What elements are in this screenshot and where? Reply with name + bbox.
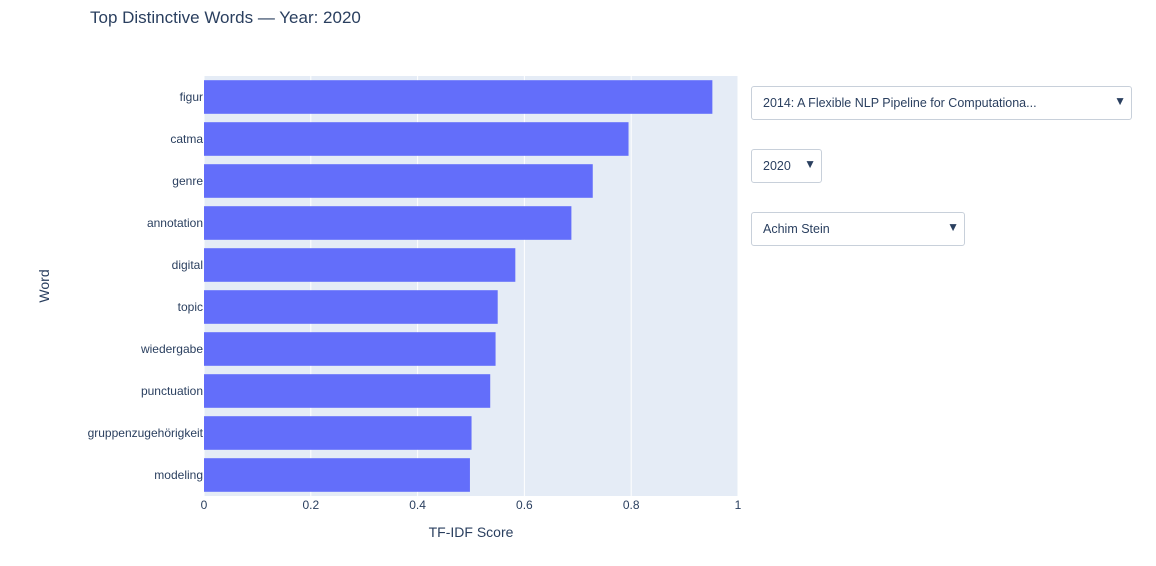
year-dropdown-value: 2020 bbox=[763, 159, 791, 173]
bar bbox=[204, 80, 713, 114]
bar bbox=[204, 290, 498, 324]
y-tick-label: digital bbox=[172, 258, 203, 272]
x-tick-label: 0 bbox=[201, 498, 208, 512]
x-tick-label: 0.8 bbox=[623, 498, 640, 512]
bar bbox=[204, 332, 496, 366]
bar bbox=[204, 374, 491, 408]
y-tick-label: gruppenzugehörigkeit bbox=[88, 426, 204, 440]
y-tick-label: catma bbox=[170, 132, 203, 146]
y-tick-label: figur bbox=[180, 90, 203, 104]
chart-title: Top Distinctive Words — Year: 2020 bbox=[90, 8, 361, 27]
y-tick-labels: figur catma genre annotation digital topic wie… bbox=[88, 90, 204, 482]
paper-dropdown[interactable]: 2014: A Flexible NLP Pipeline for Comput… bbox=[751, 86, 1132, 120]
x-tick-label: 0.6 bbox=[516, 498, 533, 512]
y-tick-label: wiedergabe bbox=[140, 342, 203, 356]
x-tick-label: 0.2 bbox=[302, 498, 319, 512]
bars bbox=[204, 80, 713, 492]
y-tick-label: genre bbox=[172, 174, 203, 188]
x-tick-label: 0.4 bbox=[409, 498, 426, 512]
author-dropdown-value: Achim Stein bbox=[763, 222, 830, 236]
bar bbox=[204, 248, 516, 282]
bar bbox=[204, 122, 629, 156]
bar bbox=[204, 458, 470, 492]
y-tick-label: topic bbox=[178, 300, 203, 314]
bar bbox=[204, 416, 472, 450]
bar bbox=[204, 206, 572, 240]
bar bbox=[204, 164, 593, 198]
y-tick-label: modeling bbox=[154, 468, 203, 482]
y-axis-title: Word bbox=[36, 269, 52, 302]
x-tick-labels: 0 0.2 0.4 0.6 0.8 1 bbox=[201, 498, 742, 512]
paper-dropdown-value: 2014: A Flexible NLP Pipeline for Comput… bbox=[763, 96, 1037, 110]
y-tick-label: punctuation bbox=[141, 384, 203, 398]
chevron-down-icon: ▼ bbox=[947, 220, 959, 234]
x-tick-label: 1 bbox=[735, 498, 742, 512]
y-tick-label: annotation bbox=[147, 216, 203, 230]
chevron-down-icon: ▼ bbox=[1114, 94, 1126, 108]
chevron-down-icon: ▼ bbox=[804, 157, 816, 171]
year-dropdown[interactable]: 2020 ▼ bbox=[751, 149, 822, 183]
author-dropdown[interactable]: Achim Stein ▼ bbox=[751, 212, 965, 246]
x-axis-title: TF-IDF Score bbox=[429, 524, 514, 540]
